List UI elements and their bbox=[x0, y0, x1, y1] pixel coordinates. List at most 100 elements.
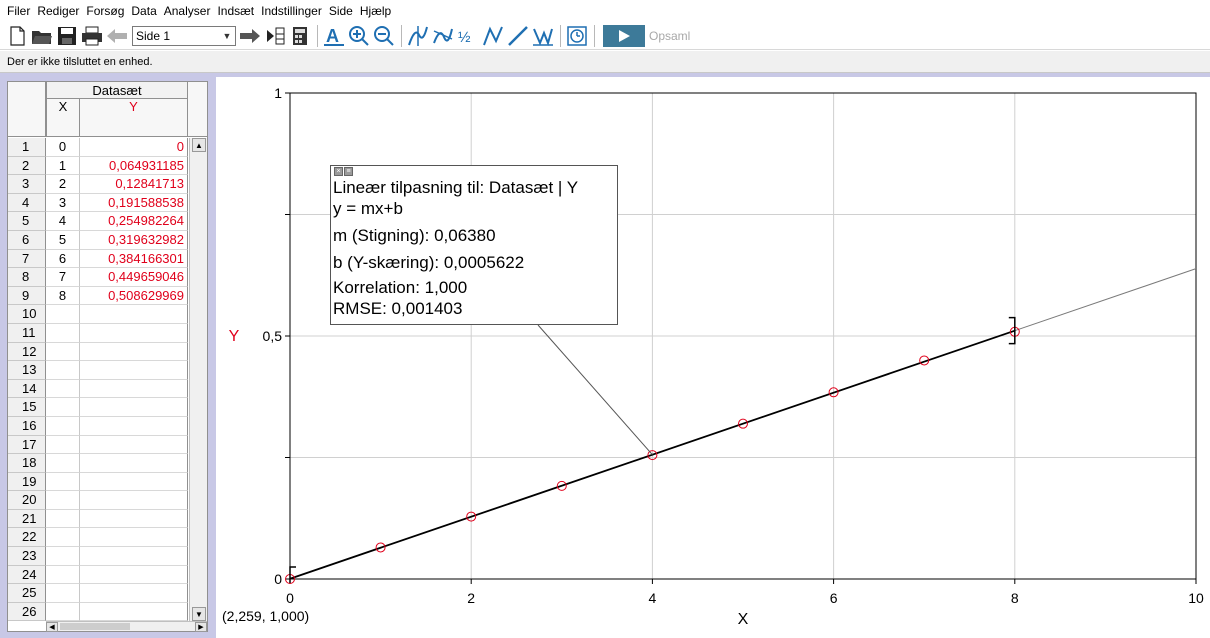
horizontal-scrollbar[interactable]: ◀ ▶ bbox=[46, 621, 207, 632]
cell-x[interactable] bbox=[46, 602, 80, 622]
menu-item-5[interactable]: Indsæt bbox=[217, 4, 255, 18]
examine-icon[interactable] bbox=[406, 24, 430, 48]
cell-x[interactable] bbox=[46, 547, 80, 566]
cell-x[interactable]: 8 bbox=[46, 286, 80, 306]
cell-y[interactable] bbox=[80, 323, 188, 343]
cell-y[interactable]: 0,319632982 bbox=[80, 230, 188, 250]
scrollbar-thumb[interactable] bbox=[60, 623, 130, 630]
cell-y[interactable] bbox=[80, 342, 188, 362]
cell-x[interactable] bbox=[46, 323, 80, 343]
table-row[interactable]: 16 bbox=[8, 416, 188, 436]
table-row[interactable]: 5 4 0,254982264 bbox=[8, 212, 188, 231]
cell-y[interactable] bbox=[80, 547, 188, 566]
cell-x[interactable] bbox=[46, 491, 80, 510]
cell-x[interactable] bbox=[46, 342, 80, 362]
cell-y[interactable] bbox=[80, 435, 188, 455]
cell-y[interactable]: 0,191588538 bbox=[80, 193, 188, 213]
cell-y[interactable]: 0,508629969 bbox=[80, 286, 188, 306]
cell-y[interactable] bbox=[80, 398, 188, 417]
column-header-y[interactable]: Y bbox=[80, 99, 188, 137]
menu-item-0[interactable]: Filer bbox=[7, 4, 31, 18]
table-row[interactable]: 19 bbox=[8, 472, 188, 492]
cell-x[interactable] bbox=[46, 305, 80, 324]
menu-item-4[interactable]: Analyser bbox=[163, 4, 211, 18]
table-row[interactable]: 9 8 0,508629969 bbox=[8, 286, 188, 306]
cell-y[interactable] bbox=[80, 584, 188, 603]
cell-x[interactable]: 6 bbox=[46, 249, 80, 269]
table-row[interactable]: 12 bbox=[8, 342, 188, 362]
collect-button[interactable] bbox=[603, 24, 645, 47]
cell-y[interactable]: 0,449659046 bbox=[80, 268, 188, 287]
cell-y[interactable] bbox=[80, 491, 188, 510]
fit-range-brackets[interactable] bbox=[289, 316, 1016, 583]
scatter-plot[interactable]: 0 2 4 6 8 10 0 0,5 1 X Y bbox=[216, 77, 1210, 638]
cell-x[interactable]: 4 bbox=[46, 212, 80, 231]
cell-y[interactable] bbox=[80, 416, 188, 436]
dataset-header[interactable]: Datasæt bbox=[46, 82, 188, 99]
previous-page-icon[interactable] bbox=[105, 24, 129, 48]
menu-item-7[interactable]: Side bbox=[328, 4, 353, 18]
open-folder-icon[interactable] bbox=[30, 24, 54, 48]
cell-y[interactable] bbox=[80, 565, 188, 585]
close-icon[interactable]: × bbox=[334, 167, 343, 176]
table-row[interactable]: 15 bbox=[8, 398, 188, 417]
table-row[interactable]: 20 bbox=[8, 491, 188, 510]
cell-x[interactable] bbox=[46, 509, 80, 529]
cell-y[interactable] bbox=[80, 379, 188, 399]
statistics-icon[interactable] bbox=[481, 24, 505, 48]
cell-y[interactable]: 0,064931185 bbox=[80, 156, 188, 176]
cell-x[interactable]: 7 bbox=[46, 268, 80, 287]
cell-x[interactable] bbox=[46, 472, 80, 492]
vertical-scrollbar[interactable]: ▲ ▼ bbox=[189, 138, 207, 621]
table-row[interactable]: 26 bbox=[8, 602, 188, 622]
cell-x[interactable] bbox=[46, 454, 80, 473]
timer-icon[interactable] bbox=[565, 24, 589, 48]
page-selector[interactable]: Side 1 ▼ bbox=[132, 25, 236, 46]
menu-item-1[interactable]: Rediger bbox=[37, 4, 80, 18]
save-icon[interactable] bbox=[55, 24, 79, 48]
table-row[interactable]: 4 3 0,191588538 bbox=[8, 193, 188, 213]
print-icon[interactable] bbox=[80, 24, 104, 48]
cell-y[interactable] bbox=[80, 602, 188, 622]
calculator-icon[interactable] bbox=[288, 24, 312, 48]
cell-y[interactable] bbox=[80, 305, 188, 324]
cell-y[interactable] bbox=[80, 454, 188, 473]
cell-y[interactable]: 0,384166301 bbox=[80, 249, 188, 269]
cell-x[interactable] bbox=[46, 361, 80, 380]
data-browser-icon[interactable] bbox=[263, 24, 287, 48]
cell-x[interactable]: 1 bbox=[46, 156, 80, 176]
table-row[interactable]: 17 bbox=[8, 435, 188, 455]
graph-panel[interactable]: 0 2 4 6 8 10 0 0,5 1 X Y (2,259, 1,000) × ≡ Line… bbox=[216, 77, 1210, 638]
menu-item-6[interactable]: Indstillinger bbox=[261, 4, 322, 18]
cell-y[interactable] bbox=[80, 509, 188, 529]
table-row[interactable]: 18 bbox=[8, 454, 188, 473]
scroll-up-icon[interactable]: ▲ bbox=[192, 138, 206, 152]
cell-x[interactable] bbox=[46, 379, 80, 399]
menu-item-8[interactable]: Hjælp bbox=[359, 4, 392, 18]
cell-x[interactable] bbox=[46, 398, 80, 417]
scroll-right-icon[interactable]: ▶ bbox=[195, 622, 207, 632]
cell-y[interactable] bbox=[80, 528, 188, 548]
cell-x[interactable] bbox=[46, 435, 80, 455]
column-header-x[interactable]: X bbox=[46, 99, 80, 137]
table-row[interactable]: 23 bbox=[8, 547, 188, 566]
cell-y[interactable]: 0,254982264 bbox=[80, 212, 188, 231]
table-row[interactable]: 11 bbox=[8, 323, 188, 343]
cell-x[interactable]: 0 bbox=[46, 138, 80, 157]
integral-icon[interactable]: ½ bbox=[456, 24, 480, 48]
zoom-out-icon[interactable] bbox=[372, 24, 396, 48]
menu-item-3[interactable]: Data bbox=[131, 4, 157, 18]
cell-x[interactable]: 2 bbox=[46, 175, 80, 194]
linear-fit-icon[interactable] bbox=[506, 24, 530, 48]
table-row[interactable]: 22 bbox=[8, 528, 188, 548]
scroll-down-icon[interactable]: ▼ bbox=[192, 607, 206, 621]
table-row[interactable]: 21 bbox=[8, 509, 188, 529]
cell-x[interactable] bbox=[46, 416, 80, 436]
table-row[interactable]: 25 bbox=[8, 584, 188, 603]
table-row[interactable]: 6 5 0,319632982 bbox=[8, 230, 188, 250]
table-row[interactable]: 13 bbox=[8, 361, 188, 380]
cell-y[interactable]: 0 bbox=[80, 138, 188, 157]
cell-x[interactable]: 5 bbox=[46, 230, 80, 250]
table-row[interactable]: 8 7 0,449659046 bbox=[8, 268, 188, 287]
